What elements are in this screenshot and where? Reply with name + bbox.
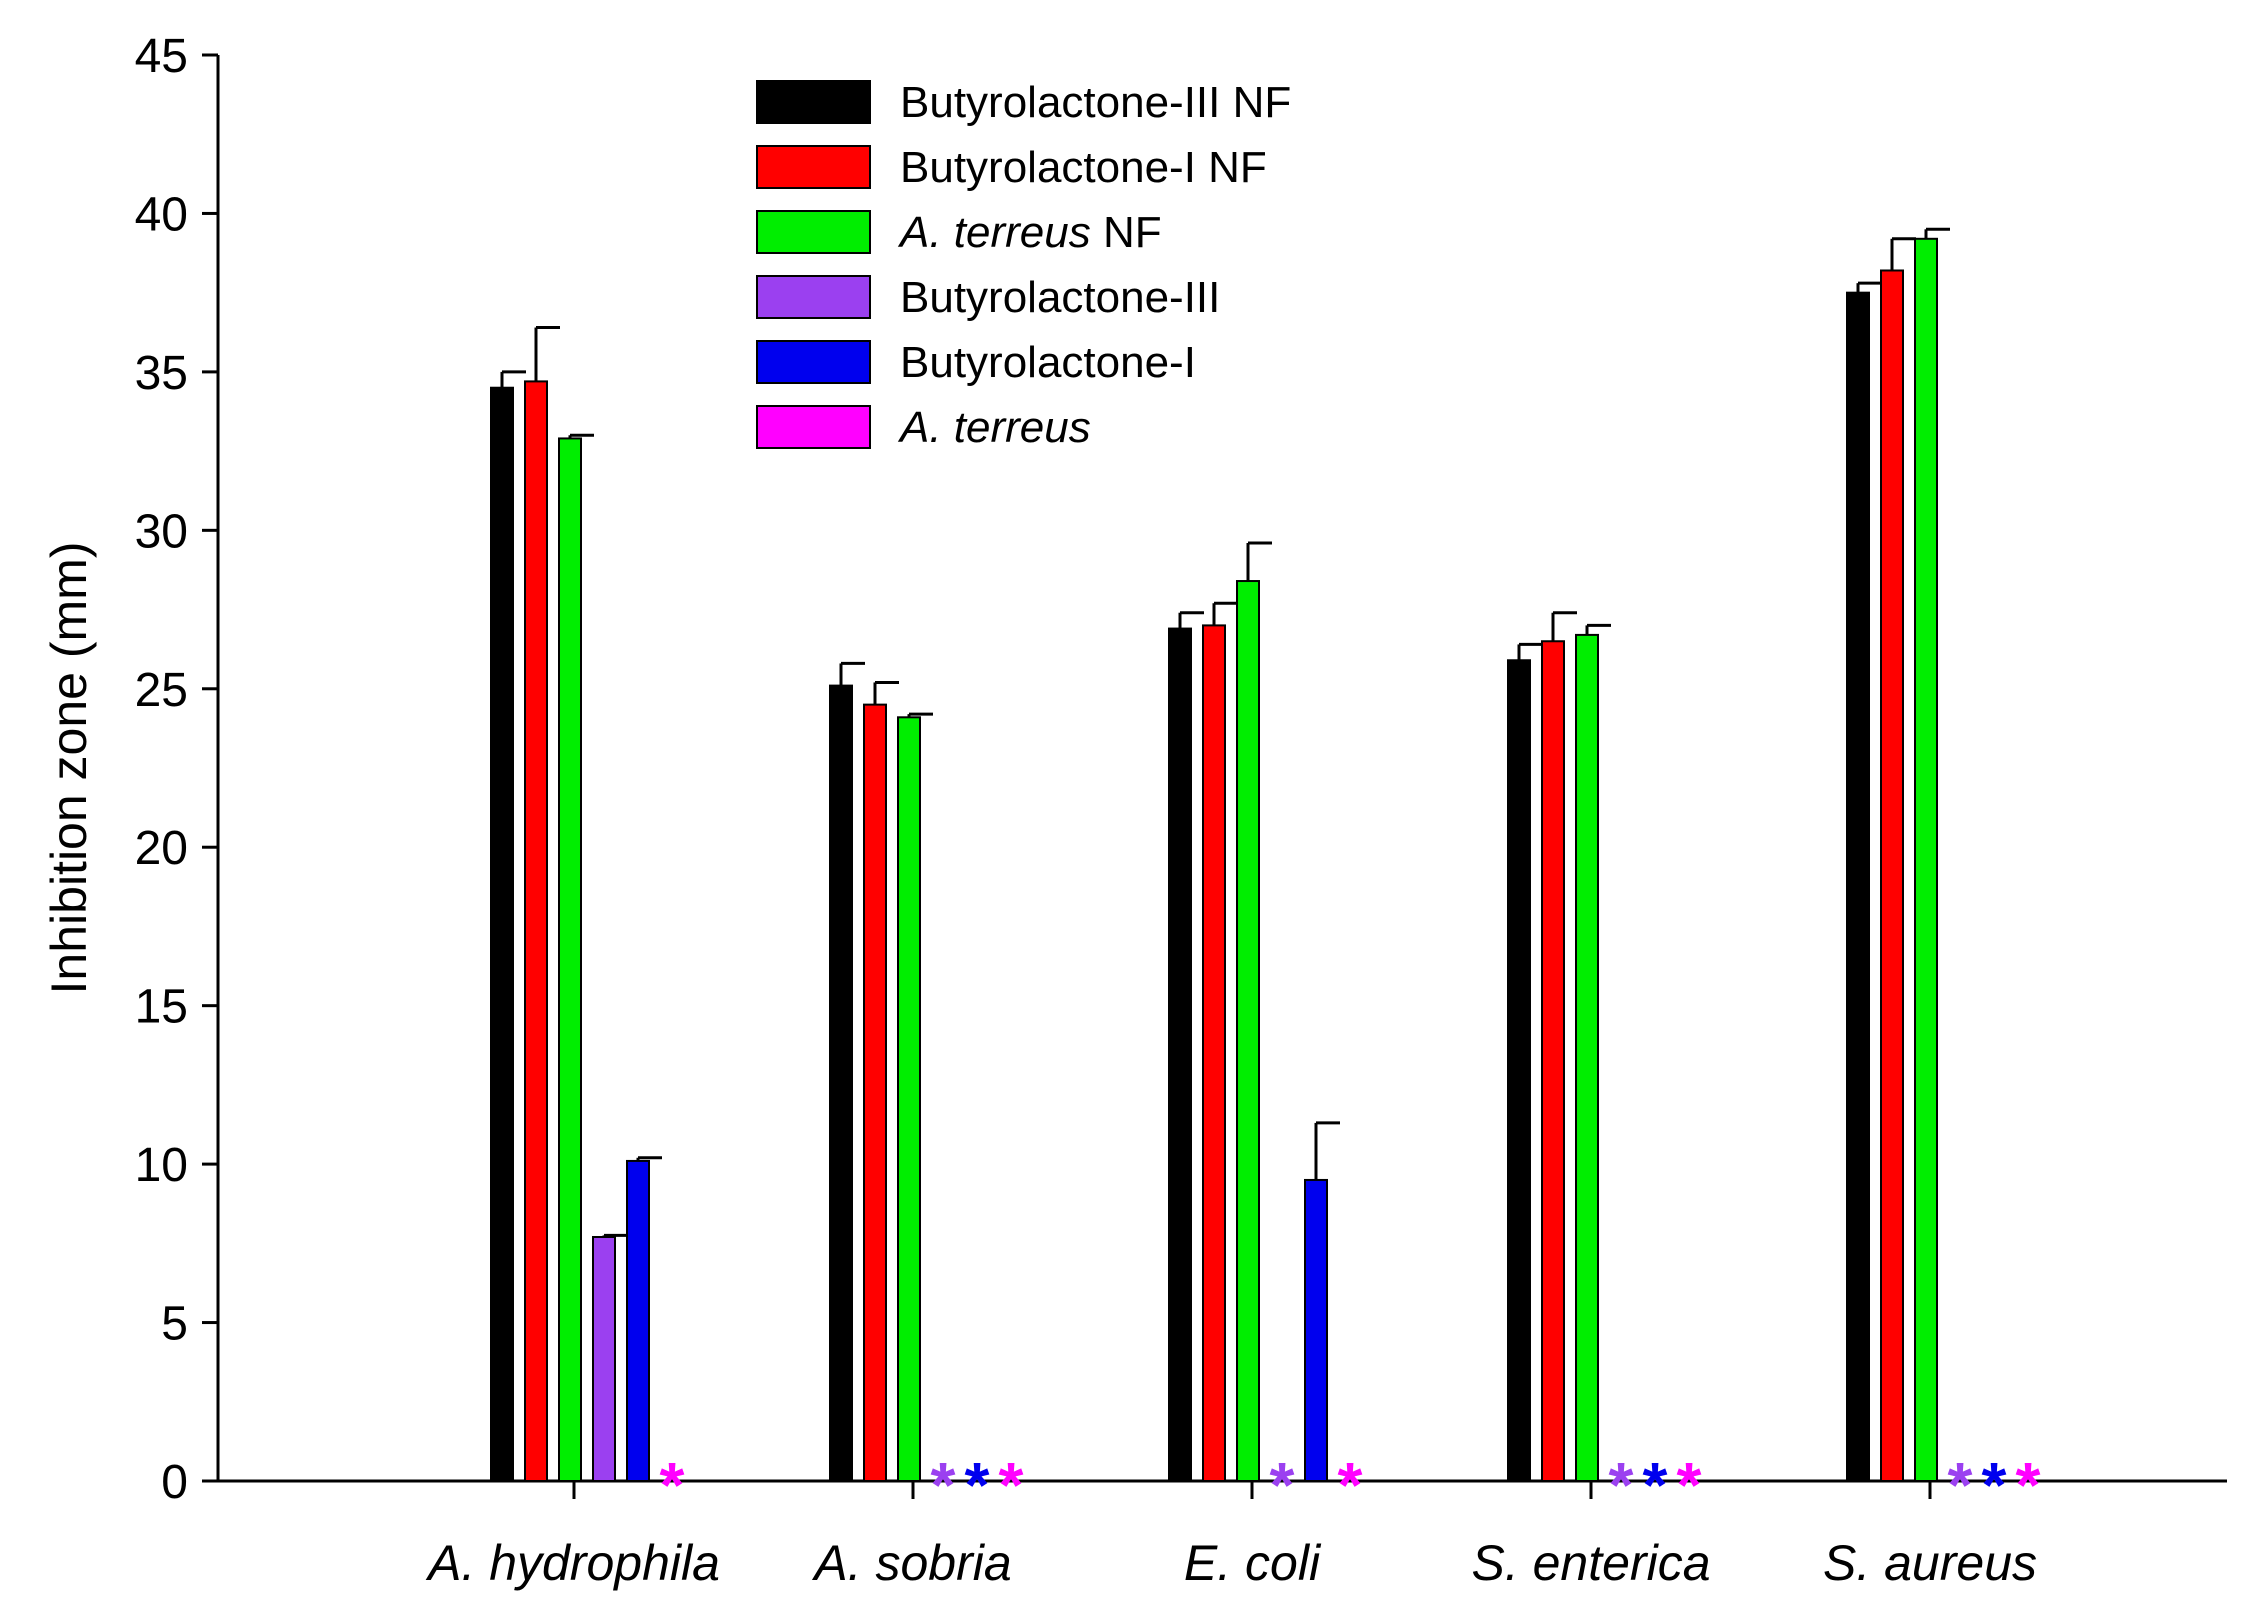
bar — [1575, 633, 1599, 1482]
x-category-label: A. sobria — [811, 1535, 1011, 1591]
y-tick-label: 15 — [135, 981, 188, 1034]
bars — [490, 237, 1938, 1483]
significance-star: * — [999, 1449, 1024, 1521]
significance-star: * — [2016, 1449, 2041, 1521]
bar — [592, 1235, 616, 1483]
significance-star: * — [1982, 1449, 2007, 1521]
significance-star: * — [1643, 1449, 1668, 1521]
legend-label: Butyrolactone-III — [900, 273, 1220, 322]
bar — [1168, 627, 1192, 1482]
bar — [1846, 291, 1870, 1483]
error-bars — [500, 227, 1950, 1237]
significance-star: * — [1270, 1449, 1295, 1521]
y-tick-label: 10 — [135, 1139, 188, 1192]
legend-label: A. terreus — [897, 403, 1091, 452]
x-category-label: S. enterica — [1471, 1535, 1710, 1591]
significance-star: * — [965, 1449, 990, 1521]
bar — [524, 380, 548, 1483]
bar — [1202, 624, 1226, 1482]
bar — [558, 437, 582, 1482]
bar — [1304, 1178, 1328, 1482]
y-tick-label: 0 — [161, 1456, 188, 1509]
bar — [626, 1159, 650, 1483]
y-tick-label: 20 — [135, 822, 188, 875]
legend-label: Butyrolactone-III NF — [900, 78, 1291, 127]
legend: Butyrolactone-III NF Butyrolactone-I NF A.… — [756, 78, 1291, 452]
legend-label: Butyrolactone-I NF — [900, 143, 1267, 192]
significance-star: * — [660, 1449, 685, 1521]
significance-markers: * * * * * * * * * * * * — [660, 1449, 2041, 1521]
legend-label: Butyrolactone-I — [900, 338, 1196, 387]
legend-swatch — [756, 275, 871, 319]
legend-swatch — [756, 405, 871, 449]
significance-star: * — [1948, 1449, 1973, 1521]
x-category-label: A. hydrophila — [425, 1535, 720, 1591]
x-category-label: S. aureus — [1823, 1535, 2037, 1591]
legend-swatch — [756, 210, 871, 254]
bar — [829, 684, 853, 1482]
legend-label: A. terreus NF — [897, 208, 1162, 257]
y-axis-title: Inhibition zone (mm) — [41, 542, 97, 995]
bar — [1880, 269, 1904, 1482]
bar — [490, 386, 514, 1483]
axes: 0 5 10 15 20 25 30 35 40 45 A. hydrophila A. sobria… — [41, 30, 2227, 1591]
x-category-label: E. coli — [1184, 1535, 1322, 1591]
bar — [1914, 237, 1938, 1483]
significance-star: * — [1677, 1449, 1702, 1521]
y-tick-label: 35 — [135, 347, 188, 400]
significance-star: * — [931, 1449, 956, 1521]
bar — [863, 703, 887, 1482]
legend-swatch — [756, 80, 871, 124]
bar — [1236, 580, 1260, 1482]
y-tick-label: 45 — [135, 30, 188, 83]
y-tick-label: 30 — [135, 505, 188, 558]
significance-star: * — [1609, 1449, 1634, 1521]
y-tick-label: 5 — [161, 1298, 188, 1351]
bar — [1507, 659, 1531, 1482]
bar — [897, 716, 921, 1482]
y-tick-label: 40 — [135, 188, 188, 241]
legend-swatch — [756, 145, 871, 189]
y-tick-label: 25 — [135, 664, 188, 717]
significance-star: * — [1338, 1449, 1363, 1521]
bar — [1541, 640, 1565, 1482]
legend-swatch — [756, 340, 871, 384]
